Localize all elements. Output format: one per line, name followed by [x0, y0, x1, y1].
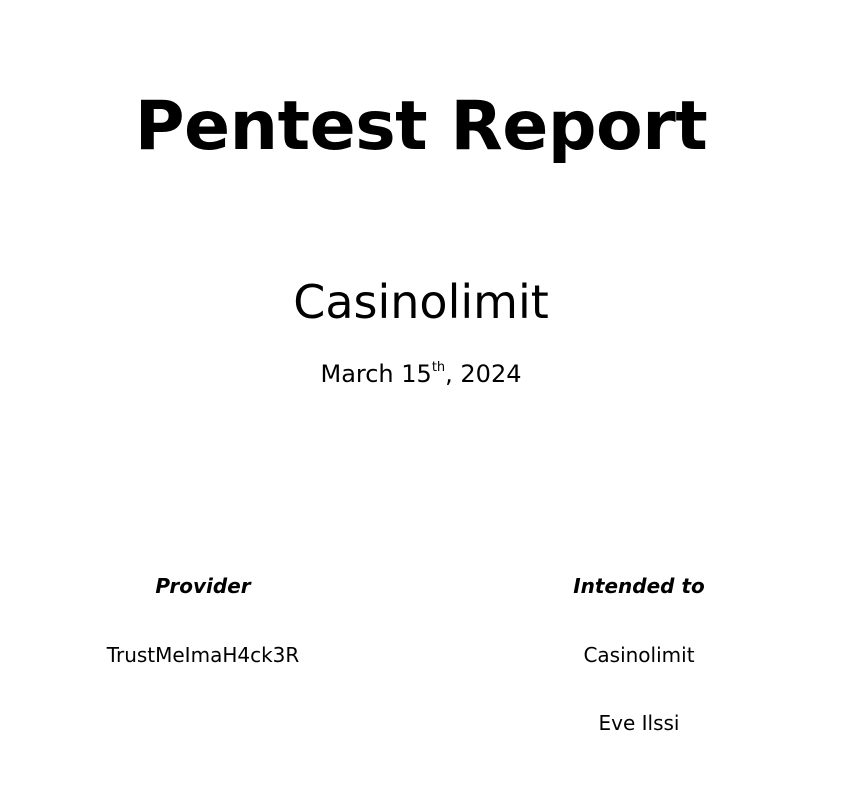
- report-date: March 15th, 2024: [0, 357, 842, 391]
- provider-name: TrustMeImaH4ck3R: [106, 643, 300, 667]
- date-ordinal-suffix: th: [431, 360, 446, 375]
- client-name: Casinolimit: [293, 275, 549, 329]
- provider-heading: Provider: [155, 574, 251, 598]
- parties-section: Provider TrustMeImaH4ck3R Intended to Ca…: [0, 572, 864, 752]
- date-year: , 2024: [445, 360, 522, 388]
- recipient-person: Eve Ilssi: [598, 711, 680, 735]
- recipient-heading: Intended to: [573, 574, 705, 598]
- recipient-organization: Casinolimit: [583, 643, 695, 667]
- report-title: Pentest Report: [134, 87, 708, 166]
- date-prefix: March 15: [320, 360, 432, 388]
